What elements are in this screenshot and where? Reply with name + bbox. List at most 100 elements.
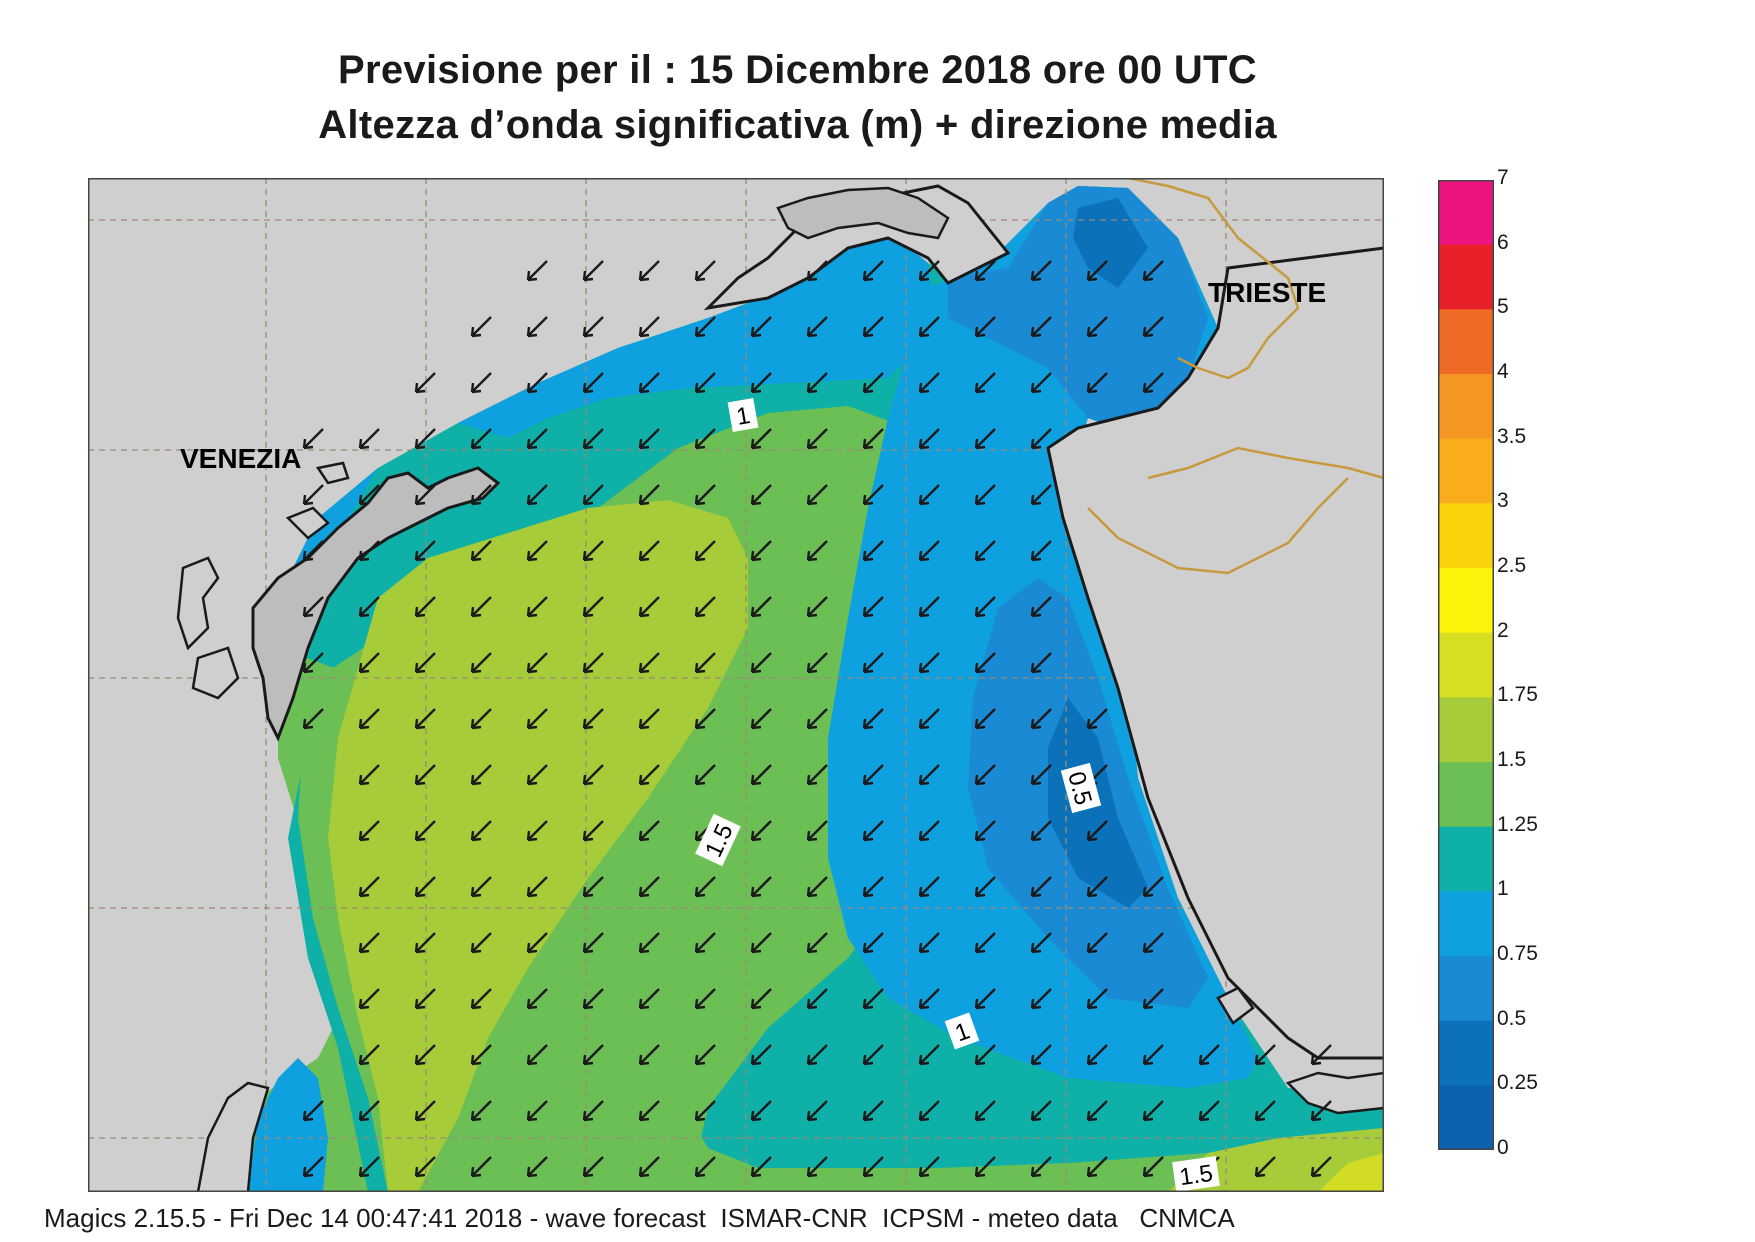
direction-arrow	[470, 1100, 492, 1122]
direction-arrow	[806, 316, 828, 338]
direction-arrow	[750, 1044, 772, 1066]
direction-arrow	[526, 820, 548, 842]
direction-arrow	[694, 988, 716, 1010]
direction-arrow	[358, 1100, 380, 1122]
direction-arrow	[862, 428, 884, 450]
direction-arrow	[470, 764, 492, 786]
direction-arrow	[638, 596, 660, 618]
direction-arrow	[526, 988, 548, 1010]
direction-arrow	[638, 1044, 660, 1066]
direction-arrow	[1142, 1044, 1164, 1066]
direction-arrow	[414, 876, 436, 898]
legend-label: 1.5	[1497, 748, 1527, 771]
direction-arrow	[414, 708, 436, 730]
direction-arrow	[1030, 932, 1052, 954]
direction-arrow	[694, 428, 716, 450]
direction-arrow	[806, 1044, 828, 1066]
direction-arrow	[470, 652, 492, 674]
direction-arrow	[1310, 1044, 1332, 1066]
direction-arrow	[302, 652, 324, 674]
direction-arrow	[302, 596, 324, 618]
direction-arrow	[526, 1044, 548, 1066]
direction-arrow	[862, 708, 884, 730]
direction-arrow	[1086, 1044, 1108, 1066]
direction-arrow	[806, 764, 828, 786]
direction-arrow	[862, 876, 884, 898]
direction-arrow	[470, 1044, 492, 1066]
legend-label: 0.75	[1497, 942, 1538, 965]
legend-swatch	[1438, 568, 1494, 634]
direction-arrow	[750, 820, 772, 842]
direction-arrow	[974, 1156, 996, 1178]
svg-text:1.5: 1.5	[1178, 1160, 1215, 1191]
direction-arrow	[862, 932, 884, 954]
direction-arrow	[750, 372, 772, 394]
direction-arrow	[974, 372, 996, 394]
direction-arrow	[1030, 708, 1052, 730]
direction-arrow	[414, 1044, 436, 1066]
direction-arrow	[918, 652, 940, 674]
direction-arrow	[1086, 1156, 1108, 1178]
direction-arrow	[582, 652, 604, 674]
direction-arrow	[974, 820, 996, 842]
legend-label: 2.5	[1497, 554, 1527, 577]
direction-arrow	[582, 932, 604, 954]
direction-arrow	[638, 428, 660, 450]
legend-label: 0	[1497, 1136, 1509, 1159]
direction-arrow	[638, 260, 660, 282]
direction-arrow	[806, 932, 828, 954]
direction-arrow	[1086, 708, 1108, 730]
direction-arrow	[750, 764, 772, 786]
direction-arrow	[1030, 1044, 1052, 1066]
direction-arrow	[302, 540, 324, 562]
legend-label: 2	[1497, 618, 1509, 642]
direction-arrow	[806, 988, 828, 1010]
direction-arrow	[1086, 1100, 1108, 1122]
direction-arrow	[414, 652, 436, 674]
direction-arrow	[638, 764, 660, 786]
direction-arrow	[862, 652, 884, 674]
direction-arrow	[358, 820, 380, 842]
direction-arrow	[806, 372, 828, 394]
direction-arrow	[918, 428, 940, 450]
direction-arrow	[526, 764, 548, 786]
direction-arrow	[694, 484, 716, 506]
direction-arrow	[414, 1156, 436, 1178]
direction-arrow	[918, 932, 940, 954]
direction-arrow	[302, 708, 324, 730]
legend-swatch	[1438, 697, 1494, 763]
direction-arrow	[1142, 316, 1164, 338]
direction-arrow	[414, 1100, 436, 1122]
grado-lagoon	[776, 186, 950, 240]
direction-arrow	[694, 932, 716, 954]
legend-swatch	[1438, 956, 1494, 1022]
direction-arrow	[358, 988, 380, 1010]
legend-swatch	[1438, 309, 1494, 375]
direction-arrow	[358, 876, 380, 898]
direction-arrow	[1030, 316, 1052, 338]
direction-arrow	[582, 1044, 604, 1066]
legend-swatch	[1438, 891, 1494, 957]
direction-arrow	[358, 596, 380, 618]
direction-arrow	[414, 372, 436, 394]
direction-arrow	[918, 1044, 940, 1066]
band-1.5-1.75	[328, 500, 748, 1192]
legend-label: 4	[1497, 360, 1509, 383]
direction-arrow	[638, 540, 660, 562]
direction-arrow	[750, 428, 772, 450]
contour-label-1-south: 1	[944, 1012, 980, 1050]
venice-lagoon	[251, 466, 501, 742]
direction-arrow	[1086, 260, 1108, 282]
direction-arrow	[806, 1100, 828, 1122]
direction-arrow	[862, 372, 884, 394]
direction-arrow	[974, 540, 996, 562]
direction-arrow	[582, 428, 604, 450]
direction-arrow	[582, 484, 604, 506]
direction-arrow	[638, 372, 660, 394]
direction-arrow	[470, 1156, 492, 1178]
direction-arrow	[638, 708, 660, 730]
direction-arrow	[638, 316, 660, 338]
direction-arrow	[974, 428, 996, 450]
direction-arrow	[806, 876, 828, 898]
direction-arrow	[694, 1156, 716, 1178]
